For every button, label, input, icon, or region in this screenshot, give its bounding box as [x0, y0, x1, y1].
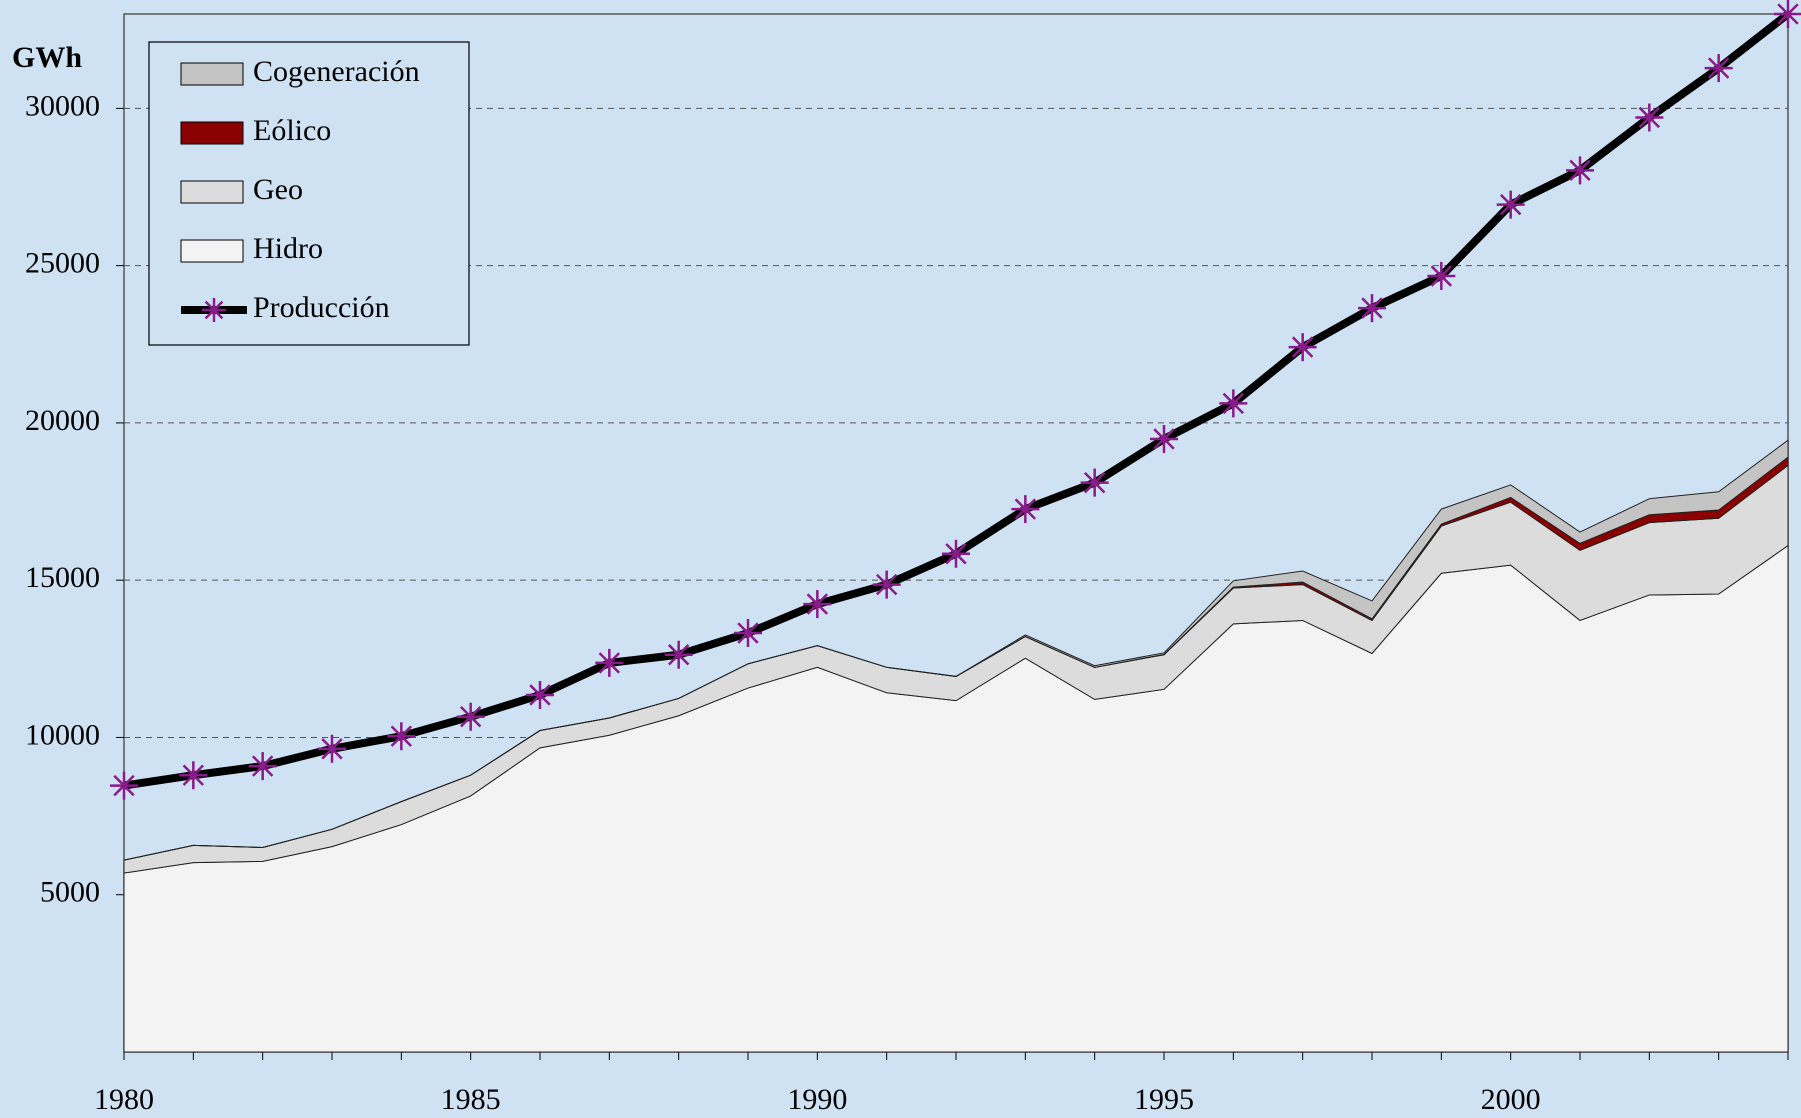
y-tick-label: 25000: [25, 247, 100, 280]
marker: [526, 680, 554, 709]
marker: [1774, 0, 1801, 28]
legend-swatch: [180, 121, 244, 145]
legend-label: Eólico: [253, 114, 331, 147]
marker: [1566, 156, 1594, 185]
y-tick-label: 20000: [25, 404, 100, 437]
marker: [1080, 468, 1109, 497]
marker: [1358, 294, 1386, 323]
marker: [1150, 424, 1178, 453]
marker: [942, 539, 970, 568]
legend-swatch: [180, 62, 244, 86]
x-tick-label: 2000: [1481, 1083, 1541, 1116]
x-tick-label: 1990: [787, 1083, 847, 1116]
marker: [1635, 103, 1664, 132]
marker: [664, 640, 693, 669]
marker: [387, 722, 416, 751]
y-tick-label: 30000: [25, 89, 100, 122]
area: [123, 439, 1789, 861]
legend-marker: [202, 298, 226, 322]
marker: [1288, 333, 1317, 362]
y-tick-label: 10000: [25, 718, 100, 751]
x-tick-label: 1980: [94, 1083, 154, 1116]
marker: [872, 570, 901, 599]
marker: [248, 752, 277, 781]
marker: [110, 771, 138, 800]
marker: [1011, 495, 1040, 524]
marker: [179, 761, 208, 790]
marker: [1427, 262, 1456, 291]
marker: [1704, 54, 1733, 83]
x-tick-label: 1985: [441, 1083, 501, 1116]
legend-swatch: [180, 180, 244, 204]
legend-label: Producción: [253, 291, 390, 324]
marker: [734, 619, 762, 648]
y-tick-label: 5000: [40, 876, 100, 909]
x-tick-label: 1995: [1134, 1083, 1194, 1116]
legend-label: Cogeneración: [253, 55, 420, 88]
marker: [595, 648, 624, 677]
marker: [803, 590, 832, 619]
y-tick-label: 15000: [25, 561, 100, 594]
marker: [456, 702, 485, 731]
legend-label: Hidro: [253, 232, 323, 265]
marker: [318, 734, 346, 763]
y-axis-title: GWh: [12, 41, 82, 74]
legend-swatch: [180, 239, 244, 263]
marker: [1496, 190, 1525, 219]
legend-label: Geo: [253, 173, 303, 206]
marker: [1219, 389, 1248, 418]
